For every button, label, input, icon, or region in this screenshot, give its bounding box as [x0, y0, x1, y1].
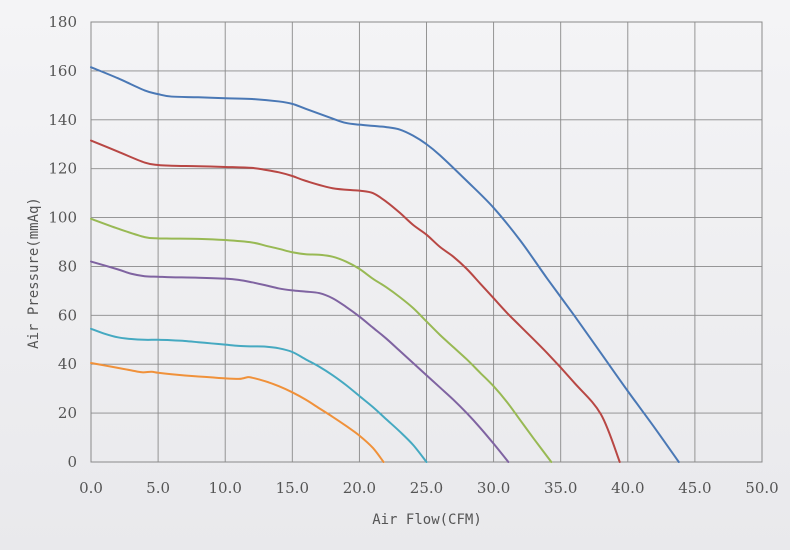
- series-lines: [90, 66, 680, 463]
- y-tick-label: 0: [67, 453, 77, 471]
- y-tick-label: 100: [48, 209, 77, 227]
- y-tick-label: 140: [48, 111, 77, 129]
- y-tick-label: 180: [48, 13, 77, 31]
- x-tick-label: 25.0: [410, 479, 443, 497]
- series-line-5: [90, 327, 428, 463]
- x-tick-label: 15.0: [276, 479, 309, 497]
- x-axis-title: Air Flow(CFM): [372, 512, 482, 528]
- x-tick-label: 35.0: [544, 479, 577, 497]
- x-tick-label: 45.0: [678, 479, 711, 497]
- x-tick-label: 30.0: [477, 479, 510, 497]
- y-tick-label: 60: [58, 306, 77, 324]
- x-tick-label: 50.0: [745, 479, 778, 497]
- y-tick-label: 40: [58, 355, 77, 373]
- y-tick-label: 120: [48, 160, 77, 178]
- series-line-4: [90, 260, 510, 463]
- y-tick-label: 160: [48, 62, 77, 80]
- y-tick-label: 80: [58, 257, 77, 275]
- series-line-1: [90, 66, 680, 463]
- x-tick-label: 0.0: [79, 479, 103, 497]
- x-tick-label: 20.0: [343, 479, 376, 497]
- series-line-6: [90, 362, 385, 463]
- series-line-2: [90, 139, 621, 463]
- x-tick-label: 5.0: [146, 479, 170, 497]
- series-line-3: [90, 217, 553, 463]
- x-tick-label: 10.0: [208, 479, 241, 497]
- y-axis-title: Air Pressure(mmAq): [26, 197, 42, 349]
- tick-labels: 0.0 5.0 10.0 15.0 20.0 25.0 30.0 35.0 40.0 45.0 50…: [48, 13, 778, 497]
- x-tick-label: 40.0: [611, 479, 644, 497]
- y-tick-label: 20: [58, 404, 77, 422]
- grid-lines: [90, 21, 763, 463]
